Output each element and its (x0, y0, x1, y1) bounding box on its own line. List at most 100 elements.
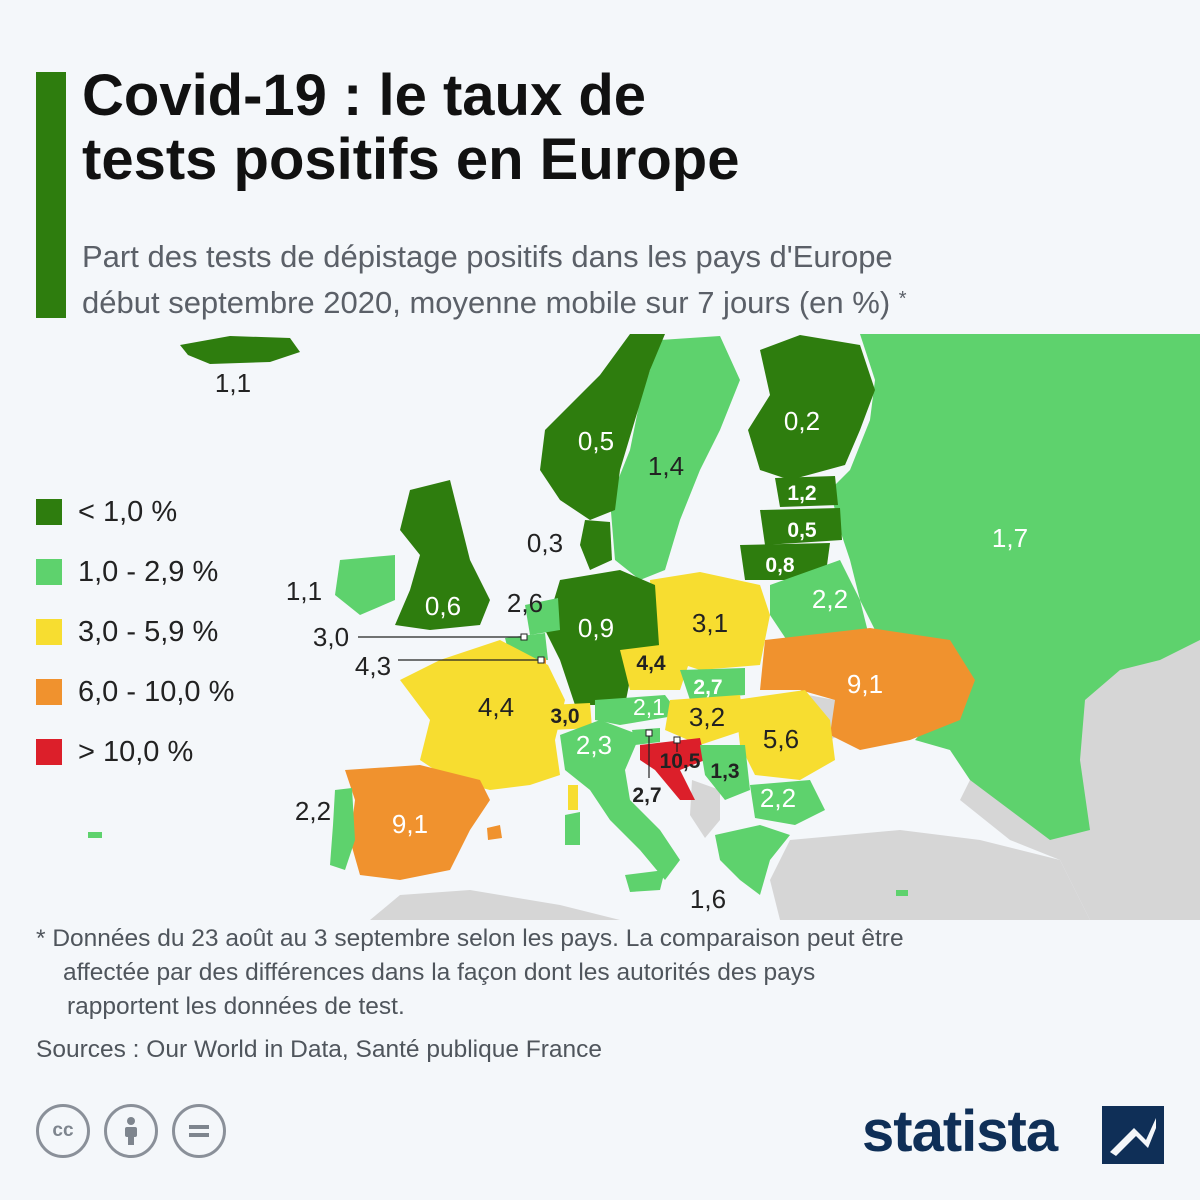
value-portugal: 2,2 (295, 796, 331, 826)
country-netherlands (525, 598, 560, 635)
legend-label: > 10,0 % (78, 735, 194, 768)
marker-luxembourg (537, 656, 545, 664)
europe-map: 1,1 0,5 1,4 0,2 1,7 1,2 0,5 0,8 0,3 1,1 … (88, 334, 1200, 920)
region-no-data-balkans (690, 780, 720, 838)
value-lithuania: 0,8 (765, 554, 795, 577)
value-hungary: 3,2 (689, 702, 725, 732)
title-line-2: tests positifs en Europe (82, 127, 740, 192)
country-poland (650, 572, 770, 670)
legend-swatch-orange (36, 679, 62, 705)
statista-mark-icon (1102, 1106, 1164, 1164)
nd-icon[interactable] (172, 1104, 226, 1158)
country-austria (595, 695, 680, 725)
value-netherlands: 2,6 (507, 588, 543, 618)
country-spain (345, 765, 490, 880)
region-no-data-africa (370, 890, 620, 920)
country-uk (395, 480, 490, 630)
footnote-line-2: affectée par des différences dans la faç… (63, 959, 816, 986)
country-denmark (580, 520, 612, 570)
value-ireland: 1,1 (286, 576, 322, 606)
value-bulgaria: 2,2 (760, 783, 796, 813)
value-czechia: 4,4 (636, 652, 666, 675)
cc-icon[interactable]: cc (36, 1104, 90, 1158)
value-switzerland: 3,0 (550, 705, 579, 728)
legend-item: < 1,0 % (36, 482, 234, 542)
legend-label: 6,0 - 10,0 % (78, 675, 235, 708)
value-belarus: 2,2 (812, 584, 848, 614)
country-belarus (770, 560, 870, 645)
country-greece (715, 825, 790, 895)
value-spain: 9,1 (392, 809, 428, 839)
value-austria: 2,1 (633, 694, 665, 720)
country-czechia (620, 645, 690, 690)
license-icons: cc (36, 1104, 226, 1158)
country-italy-sardinia (565, 812, 580, 845)
country-iceland (180, 336, 300, 364)
footnote-line-3: rapportent les données de test. (67, 993, 405, 1020)
footnote-line-1: * Données du 23 août au 3 septembre selo… (36, 925, 904, 952)
value-luxembourg: 4,3 (355, 651, 391, 681)
island-cyprus-area (896, 890, 908, 896)
country-italy-sicily (625, 870, 665, 892)
legend-swatch-red (36, 739, 62, 765)
legend-item: > 10,0 % (36, 722, 234, 782)
country-france-corsica (568, 785, 578, 810)
value-iceland: 1,1 (215, 368, 251, 398)
country-serbia (700, 745, 750, 800)
country-croatia (640, 738, 705, 800)
legend-swatch-light-green (36, 559, 62, 585)
country-bulgaria (750, 780, 825, 825)
subtitle-line-1: Part des tests de dépistage positifs dan… (82, 239, 893, 274)
value-germany: 0,9 (578, 613, 614, 643)
value-slovenia: 2,7 (632, 784, 661, 807)
country-slovakia (680, 668, 745, 700)
country-norway (540, 334, 665, 520)
marker-belgium (520, 633, 528, 641)
value-croatia: 10,5 (660, 750, 701, 773)
value-slovakia: 2,7 (693, 676, 722, 699)
by-icon[interactable] (104, 1104, 158, 1158)
country-france (400, 640, 565, 790)
value-belgium: 3,0 (313, 622, 349, 652)
country-portugal (330, 788, 355, 870)
country-russia (830, 334, 1200, 840)
marker-slovenia (645, 729, 653, 737)
country-sweden (610, 336, 740, 580)
value-greece: 1,6 (690, 884, 726, 914)
country-estonia (775, 476, 838, 507)
value-latvia: 0,5 (787, 519, 817, 542)
value-poland: 3,1 (692, 608, 728, 638)
value-uk: 0,6 (425, 591, 461, 621)
legend-label: 3,0 - 5,9 % (78, 615, 219, 648)
subtitle: Part des tests de dépistage positifs dan… (82, 234, 1182, 326)
legend-item: 1,0 - 2,9 % (36, 542, 234, 602)
value-estonia: 1,2 (787, 482, 816, 505)
value-italy: 2,3 (576, 730, 612, 760)
page-title: Covid-19 : le taux de tests positifs en … (82, 64, 1162, 192)
country-ukraine (760, 628, 975, 750)
statista-logo[interactable]: statista (862, 1099, 1058, 1164)
value-serbia: 1,3 (710, 760, 739, 783)
marker-croatia (673, 736, 681, 744)
value-norway: 0,5 (578, 426, 614, 456)
legend-item: 3,0 - 5,9 % (36, 602, 234, 662)
subtitle-asterisk: * (898, 288, 907, 310)
country-spain-baleares (487, 825, 502, 840)
island-malta-area (88, 832, 102, 838)
title-line-1: Covid-19 : le taux de (82, 63, 647, 128)
subtitle-line-2: début septembre 2020, moyenne mobile sur… (82, 285, 891, 320)
country-latvia (760, 508, 842, 545)
value-russia: 1,7 (992, 523, 1028, 553)
legend: < 1,0 % 1,0 - 2,9 % 3,0 - 5,9 % 6,0 - 10… (36, 482, 234, 782)
legend-swatch-yellow (36, 619, 62, 645)
legend-swatch-dark-green (36, 499, 62, 525)
country-finland (748, 335, 875, 480)
country-romania (735, 690, 835, 780)
value-denmark: 0,3 (527, 528, 563, 558)
sources-text: Sources : Our World in Data, Santé publi… (36, 1036, 603, 1063)
legend-label: 1,0 - 2,9 % (78, 555, 219, 588)
country-italy (560, 720, 680, 880)
accent-bar (36, 72, 66, 318)
legend-item: 6,0 - 10,0 % (36, 662, 234, 722)
value-finland: 0,2 (784, 406, 820, 436)
